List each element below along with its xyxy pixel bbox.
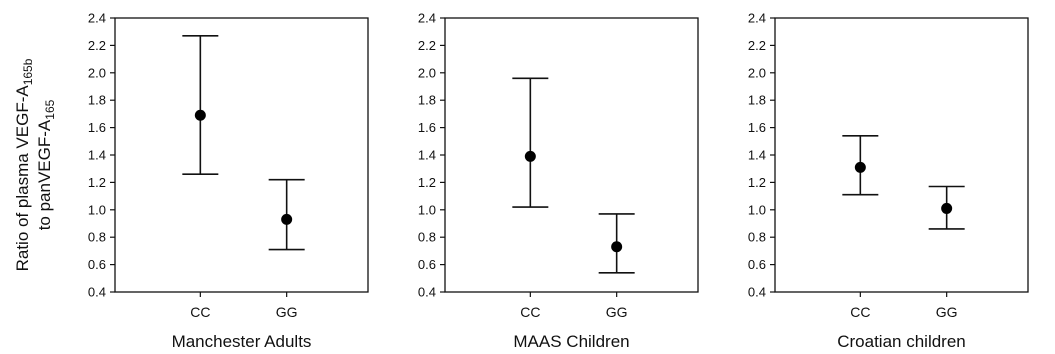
y-tick-label: 2.4 [748,11,766,26]
x-tick-label: GG [936,304,958,320]
y-tick-label: 1.6 [88,120,106,135]
x-tick-label: CC [850,304,870,320]
y-axis-label-line1-main: Ratio of plasma VEGF-A [13,85,32,272]
x-tick-label: GG [276,304,298,320]
plot-frame [774,17,1029,293]
y-tick-label: 1.0 [418,202,436,217]
y-axis-label-line2: to panVEGF-A165 [35,99,57,230]
y-axis-label-line2-sub: 165 [43,99,57,119]
data-point [854,161,866,173]
y-tick-label: 1.6 [748,120,766,135]
y-tick-label: 0.6 [88,257,106,272]
panels: 0.4 0.6 0.8 1.0 1.2 1.4 1.6 1.8 2.0 2.2 2.4 CC GG Man… [88,11,1029,351]
y-tick-label: 0.6 [748,257,766,272]
y-axis-label-line1-sub: 165b [21,58,35,85]
x-tick-label: CC [520,304,540,320]
chart-panel: 0.4 0.6 0.8 1.0 1.2 1.4 1.6 1.8 2.0 2.2 2.4 CC GG Cro… [748,11,1029,351]
x-tick-label: CC [190,304,210,320]
y-tick-label: 1.0 [748,202,766,217]
y-tick-label: 2.2 [418,38,436,53]
panel-title: MAAS Children [513,332,629,351]
y-tick-label: 1.6 [418,120,436,135]
y-tick-label: 1.4 [748,148,766,163]
y-tick-label: 0.4 [88,285,106,300]
y-tick-label: 0.4 [418,285,436,300]
data-point [941,202,953,214]
y-tick-label: 2.0 [418,65,436,80]
panel-title: Manchester Adults [172,332,312,351]
y-tick-label: 0.4 [748,285,766,300]
y-tick-label: 1.8 [748,93,766,108]
y-axis-label-line2-main: to panVEGF-A [35,119,54,230]
data-point [194,109,206,121]
y-tick-label: 1.4 [418,148,436,163]
panel-title: Croatian children [837,332,966,351]
y-tick-label: 0.8 [88,230,106,245]
y-axis-label-line1: Ratio of plasma VEGF-A165b [13,58,35,271]
data-point [611,241,623,253]
x-tick-label: GG [606,304,628,320]
y-tick-label: 1.8 [88,93,106,108]
y-axis-label: Ratio of plasma VEGF-A165b to panVEGF-A1… [13,58,57,271]
y-tick-label: 1.2 [418,175,436,190]
y-tick-label: 2.0 [88,65,106,80]
y-tick-label: 1.2 [88,175,106,190]
y-tick-label: 2.4 [418,11,436,26]
plot-frame [114,17,369,293]
y-tick-label: 2.0 [748,65,766,80]
data-point [524,150,536,162]
y-tick-label: 2.2 [88,38,106,53]
y-tick-label: 1.8 [418,93,436,108]
chart-panel: 0.4 0.6 0.8 1.0 1.2 1.4 1.6 1.8 2.0 2.2 2.4 CC GG Man… [88,11,369,351]
y-tick-label: 0.6 [418,257,436,272]
y-tick-label: 0.8 [748,230,766,245]
chart-panel: 0.4 0.6 0.8 1.0 1.2 1.4 1.6 1.8 2.0 2.2 2.4 CC GG MAA… [418,11,699,351]
y-tick-label: 1.2 [748,175,766,190]
y-tick-label: 1.4 [88,148,106,163]
data-point [281,213,293,225]
y-tick-label: 2.2 [748,38,766,53]
y-tick-label: 2.4 [88,11,106,26]
plot-frame [444,17,699,293]
y-tick-label: 0.8 [418,230,436,245]
y-tick-label: 1.0 [88,202,106,217]
